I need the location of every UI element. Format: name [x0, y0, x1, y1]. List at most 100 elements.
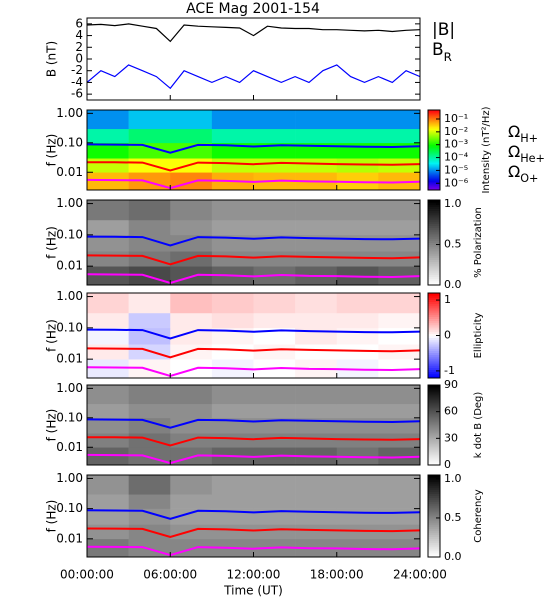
colorbar-segment [428, 373, 440, 377]
heatmap-cell [336, 251, 379, 267]
colorbar-tick-label: 10⁻³ [444, 138, 468, 151]
colorbar-segment [428, 146, 440, 149]
y-tick-label: 1.00 [56, 289, 83, 303]
colorbar-segment [428, 526, 440, 529]
colorbar-tick-label: 0 [444, 329, 451, 342]
heatmap-cell [211, 312, 254, 329]
heatmap-cell [378, 417, 421, 434]
colorbar-segment [428, 240, 440, 243]
heatmap-cell [211, 494, 254, 509]
colorbar-segment [428, 329, 440, 332]
colorbar-segment [428, 433, 440, 436]
colorbar-segment [428, 160, 440, 163]
y-axis-label: f (Hz) [45, 500, 59, 533]
colorbar-segment [428, 265, 440, 269]
colorbar-tick-label: 10⁻⁶ [444, 176, 469, 189]
y-axis-label: f (Hz) [45, 226, 59, 259]
y-tick-label: -4 [71, 75, 83, 89]
x-tick-label: 12:00:00 [227, 568, 281, 582]
colorbar-segment [428, 401, 440, 404]
y-tick-label: 0.01 [56, 352, 83, 366]
colorbar-tick-label: 0.0 [444, 550, 462, 563]
colorbar-segment [428, 244, 440, 248]
gyro-line [86, 328, 421, 340]
line [87, 23, 420, 43]
heatmap-cell [211, 475, 254, 495]
y-axis-label: f (Hz) [45, 319, 59, 352]
colorbar-segment [428, 297, 440, 300]
y-tick-label: 0.01 [56, 531, 83, 545]
heatmap-cell [87, 110, 129, 130]
x-tick-label: 00:00:00 [60, 568, 114, 582]
gyro-line [86, 161, 421, 172]
colorbar-tick-label: 90 [444, 378, 458, 391]
heatmap-cell [295, 128, 338, 144]
gyro-line [86, 235, 421, 247]
heatmap-cell [170, 142, 213, 159]
heatmap-cell [378, 234, 421, 252]
colorbar-segment [428, 305, 440, 309]
colorbar-segment [428, 310, 440, 313]
colorbar-segment [428, 516, 440, 519]
colorbar-segment [428, 411, 440, 414]
colorbar-segment [428, 389, 440, 392]
colorbar-segment [428, 501, 440, 505]
colorbar-segment [428, 118, 440, 121]
heatmap-cell [336, 200, 379, 221]
colorbar-segment [428, 259, 440, 263]
colorbar-segment [428, 397, 440, 400]
colorbar-segment [428, 274, 440, 277]
heatmap-cell [128, 475, 171, 495]
colorbar-segment [428, 356, 440, 360]
colorbar-segment [428, 303, 440, 307]
colorbar-segment [428, 142, 440, 145]
colorbar-segment [428, 350, 440, 353]
heatmap-cell [378, 200, 421, 221]
colorbar-segment [428, 318, 440, 322]
heatmap-cell [87, 417, 129, 434]
heatmap-cell [253, 128, 296, 144]
heatmap-cell [128, 110, 171, 130]
colorbar-segment [428, 276, 440, 280]
heatmap-cell [128, 327, 171, 345]
heatmap-cell [87, 475, 129, 495]
heatmap-cell [378, 494, 421, 509]
heatmap-cell [87, 524, 129, 540]
colorbar-tick-label: 0.5 [444, 511, 462, 524]
colorbar-segment [428, 530, 440, 533]
heatmap-cell [170, 200, 213, 221]
y-tick-label: -2 [71, 63, 83, 77]
colorbar-segment [428, 301, 440, 305]
colorbar-frame [427, 199, 441, 286]
heatmap-cell [378, 172, 421, 191]
gyro-line [86, 254, 421, 266]
colorbar-segment [428, 126, 440, 129]
colorbar-segment [428, 337, 440, 341]
colorbar-segment [428, 156, 440, 159]
heatmap-cell [378, 219, 421, 236]
colorbar-segment [428, 246, 440, 250]
colorbar-label: Coherency [473, 489, 484, 542]
heatmap-cell [295, 251, 338, 267]
gyro-line [86, 143, 421, 154]
heatmap-cell [295, 524, 338, 540]
colorbar-segment [428, 445, 440, 448]
colorbar-segment [428, 176, 440, 179]
colorbar-segment [428, 253, 440, 256]
x-tick-label: 18:00:00 [310, 568, 364, 582]
colorbar-segment [428, 158, 440, 161]
heatmap-cell [170, 327, 213, 345]
colorbar-segment [428, 421, 440, 424]
heatmap-cell [170, 417, 213, 434]
colorbar-segment [428, 316, 440, 319]
heatmap-cell [336, 234, 379, 252]
colorbar-segment [428, 182, 440, 185]
colorbar-segment [428, 341, 440, 345]
colorbar-segment [428, 413, 440, 416]
colorbar-segment [428, 217, 440, 220]
heatmap-cell [253, 219, 296, 236]
heatmap-cell [170, 128, 213, 144]
heatmap-cell [253, 110, 296, 130]
heatmap-cell [336, 219, 379, 236]
colorbar-segment [428, 358, 440, 362]
